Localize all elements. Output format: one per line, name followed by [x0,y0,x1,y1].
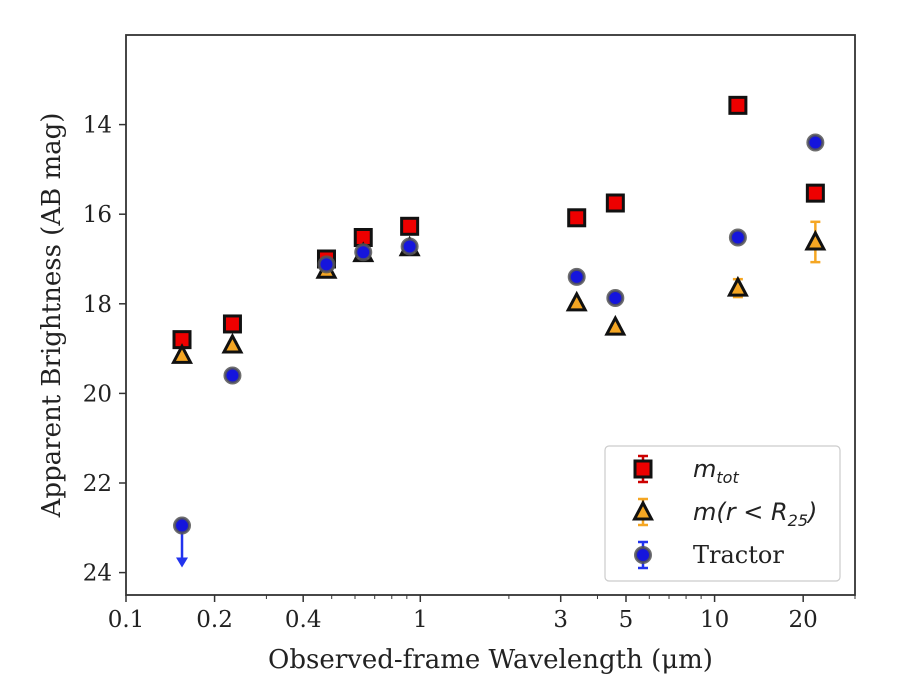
x-tick-label: 10 [700,607,729,633]
data-point-mtot [805,183,825,203]
data-point-mr25 [565,290,588,312]
data-point-mr25 [221,332,244,354]
x-tick-label: 1 [413,607,428,633]
x-tick-label: 20 [789,607,818,633]
legend-entry-tractor: Tractor [634,540,784,570]
legend-label-tractor: Tractor [693,541,784,569]
y-tick-label: 20 [83,381,112,407]
x-tick-label: 0.1 [108,607,145,633]
series-tractor [173,133,825,568]
legend-label-mtot: mtot [693,455,739,487]
data-point-mr25 [171,343,194,364]
x-axis-label: Observed-frame Wavelength (μm) [268,645,713,675]
y-axis-label: Apparent Brightness (AB mag) [37,113,67,519]
legend: mtot m(r < R25) Tractor [604,445,841,582]
data-point-mr25 [804,229,827,251]
y-tick-label: 14 [83,113,112,139]
data-point-tractor [354,243,373,262]
data-point-tractor [728,228,747,247]
y-tick-label: 16 [83,202,112,228]
legend-label-mr25: m(r < R25) [693,498,817,530]
plot-marks [171,95,827,568]
y-tick-label: 18 [83,292,112,318]
data-point-tractor [567,267,586,286]
series-mtot [172,95,825,350]
upper-limit-arrowhead [176,557,189,568]
y-tick-label: 24 [83,561,112,587]
legend-marker-mtot [633,459,653,479]
legend-box [604,445,841,582]
data-point-tractor [400,237,419,256]
x-tick-label: 3 [553,607,568,633]
x-tick-label: 5 [619,607,634,633]
data-point-tractor [317,255,336,274]
data-point-mtot [567,208,587,228]
legend-entry-mtot: mtot [633,454,739,487]
plot-frame [125,34,856,596]
data-point-mr25 [604,314,627,336]
data-point-tractor [606,288,625,307]
legend-marker-mr25 [632,499,654,521]
data-point-tractor [223,366,242,385]
data-point-mtot [222,314,242,334]
x-tick-label: 0.4 [285,607,322,633]
data-point-mtot [728,95,748,115]
data-point-mtot [400,216,420,236]
x-tick-label: 0.2 [196,607,233,633]
y-axis-ticks: 14 16 18 20 22 24 [83,113,126,587]
legend-entry-mr25: m(r < R25) [632,497,817,530]
data-point-tractor [806,133,825,152]
legend-marker-tractor [634,546,652,564]
y-tick-label: 22 [83,471,112,497]
x-axis-ticks: 0.1 0.2 0.4 1 3 5 10 20 [108,595,856,633]
data-point-tractor [173,516,192,535]
data-point-mtot [605,193,625,213]
data-point-mr25 [726,275,749,297]
